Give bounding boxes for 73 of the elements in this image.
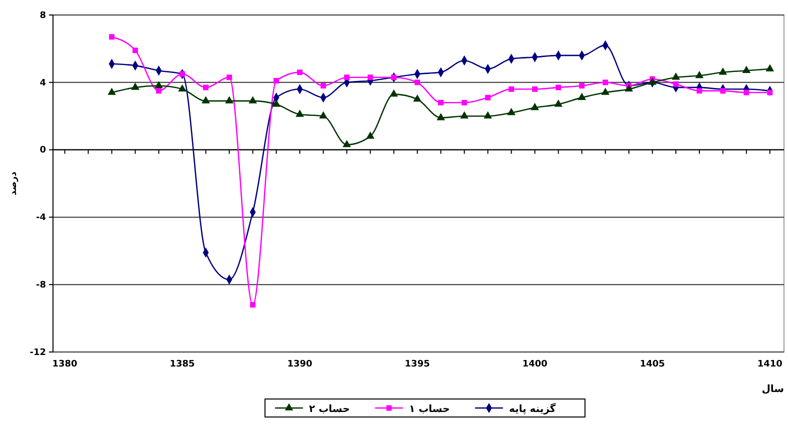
x-tick-label: 1385 (170, 359, 195, 370)
point (556, 84, 562, 90)
y-axis-title: درصد (9, 171, 19, 196)
legend-label: حساب ۱ (409, 404, 450, 415)
point (319, 111, 328, 119)
point (391, 74, 397, 80)
point (413, 94, 422, 102)
legend-label: حساب ۲ (309, 404, 350, 415)
y-tick-label: 0 (40, 146, 46, 156)
point (742, 66, 751, 74)
point (438, 100, 444, 106)
point (414, 80, 420, 86)
point (485, 94, 491, 100)
point (696, 88, 702, 94)
point (744, 90, 750, 96)
point (530, 102, 540, 110)
point (508, 86, 514, 92)
point (602, 80, 608, 86)
x-tick-label: 1395 (404, 359, 430, 370)
point (154, 80, 163, 88)
point (108, 88, 116, 95)
point (131, 82, 140, 90)
point (226, 74, 232, 80)
point (624, 84, 634, 92)
point (720, 88, 726, 94)
point (342, 140, 351, 148)
y-tick-label: 8 (40, 10, 46, 21)
point (178, 84, 186, 92)
legend-label: گزینه پایه (509, 402, 556, 415)
point (554, 100, 563, 107)
x-tick-label: 1405 (640, 359, 665, 370)
point (320, 83, 326, 89)
point (250, 302, 256, 308)
point (460, 111, 468, 119)
point (272, 100, 280, 107)
point (248, 96, 257, 104)
point (436, 112, 445, 120)
point (579, 83, 585, 89)
point (601, 88, 610, 95)
point (695, 70, 704, 78)
x-axis-title: سال (762, 384, 784, 395)
x-tick-label: 1380 (52, 359, 78, 370)
point (366, 132, 374, 139)
point (462, 100, 468, 106)
point (203, 84, 209, 90)
y-tick-label: -12 (30, 348, 46, 358)
point (532, 86, 538, 92)
point (109, 34, 114, 40)
x-tick-label: 1410 (757, 359, 782, 370)
point (673, 81, 679, 87)
point (225, 96, 234, 104)
point (368, 74, 374, 80)
point (132, 48, 138, 54)
y-tick-label: 4 (40, 78, 46, 88)
point (507, 108, 516, 116)
x-tick-label: 1400 (522, 359, 548, 370)
point (296, 110, 304, 117)
point (484, 111, 492, 119)
x-tick-label: 1390 (287, 359, 312, 370)
point (390, 89, 398, 97)
point (274, 78, 280, 84)
point (648, 78, 657, 85)
point (578, 92, 586, 100)
point (672, 72, 680, 80)
point (344, 74, 350, 80)
point (202, 96, 210, 104)
point (767, 90, 773, 96)
point (766, 64, 774, 72)
point (156, 88, 162, 94)
point (718, 67, 728, 75)
y-tick-label: -4 (36, 213, 46, 224)
y-tick-label: -8 (36, 280, 46, 290)
point (297, 70, 303, 76)
